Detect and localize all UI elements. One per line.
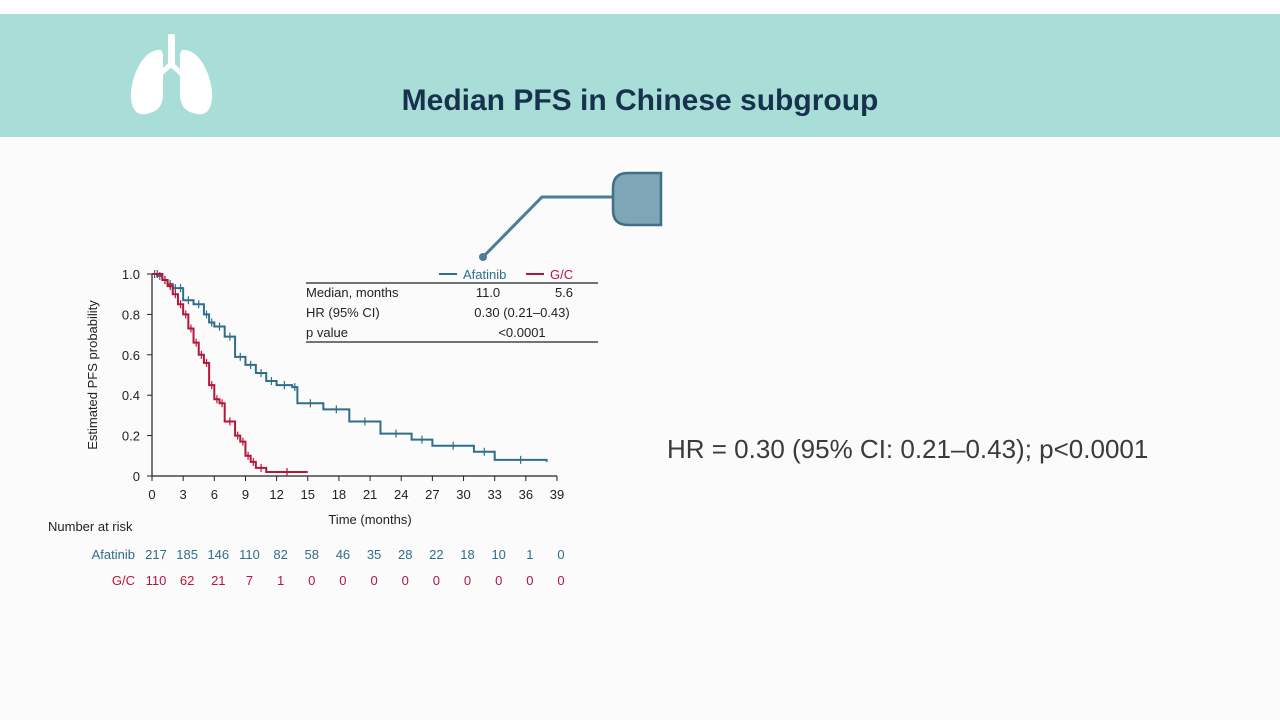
x-tick-label: 18 [332,487,346,502]
stats-row-label: HR (95% CI) [306,305,380,320]
x-tick-label: 21 [363,487,377,502]
risk-value: 62 [179,573,195,588]
km-curve-afatinib [152,273,548,462]
lungs-icon [130,34,213,115]
x-tick-label: 39 [550,487,564,502]
risk-value: 0 [495,573,503,588]
x-tick-label: 9 [242,487,249,502]
x-tick-label: 24 [394,487,408,502]
risk-row-label: Afatinib [91,547,135,562]
p-value: <0.0001 [498,325,545,340]
legend: Afatinib G/C [439,267,573,282]
stats-row-label: p value [306,325,348,340]
risk-value: 28 [397,547,413,562]
risk-value: 0 [401,573,409,588]
top-strip [0,0,1280,14]
median-afatinib: 11.0 [476,285,500,300]
y-tick-label: 1.0 [122,267,140,282]
risk-value: 35 [366,547,382,562]
y-tick-label: 0 [133,469,140,484]
median-gc: 5.6 [555,285,573,300]
risk-value: 0 [308,573,316,588]
risk-value: 0 [526,573,534,588]
x-tick-label: 30 [456,487,470,502]
risk-row-label: G/C [111,573,135,588]
x-tick-label: 0 [148,487,155,502]
header-banner: Median PFS in Chinese subgroup [0,14,1280,137]
hr-value: 0.30 (0.21–0.43) [474,305,569,320]
km-curve-gc [152,273,308,473]
risk-value: 7 [245,573,254,588]
risk-value: 0 [557,573,565,588]
risk-value: 110 [145,573,167,588]
x-tick-label: 15 [301,487,315,502]
page-title: Median PFS in Chinese subgroup [401,84,879,117]
risk-value: 22 [429,547,444,562]
x-tick-label: 3 [180,487,187,502]
y-axis-label: Estimated PFS probability [85,300,100,450]
y-tick-label: 0.4 [122,388,140,403]
x-tick-label: 6 [211,487,218,502]
risk-value: 110 [239,547,260,562]
risk-value: 217 [145,547,167,562]
y-tick-label: 0.8 [122,307,140,322]
legend-label-afatinib: Afatinib [463,267,506,282]
hr-summary: HR = 0.30 (95% CI: 0.21–0.43); p<0.0001 [667,434,1149,464]
risk-value: 146 [207,547,230,562]
legend-label-gc: G/C [550,267,573,282]
risk-value: 0 [557,547,565,562]
risk-value: 185 [176,547,198,562]
risk-value: 46 [335,547,351,562]
risk-value: 0 [370,573,378,588]
risk-value: 21 [211,573,226,588]
risk-value: 58 [304,547,319,562]
risk-table-title: Number at risk [48,519,133,534]
y-tick-label: 0.2 [122,429,140,444]
risk-value: 82 [273,547,288,562]
y-tick-label: 0.6 [122,348,140,363]
x-axis-label: Time (months) [328,512,411,527]
x-tick-label: 12 [269,487,283,502]
x-tick-label: 33 [487,487,501,502]
risk-value: 0 [339,573,347,588]
risk-value: 0 [432,573,440,588]
stats-row-label: Median, months [306,285,399,300]
risk-value: 18 [460,547,475,562]
x-tick-label: 36 [519,487,533,502]
risk-value: 10 [491,547,506,562]
risk-value: 1 [526,547,534,562]
risk-value: 1 [276,573,285,588]
x-tick-label: 27 [425,487,439,502]
stats-table: Median, months 11.0 5.6 HR (95% CI) 0.30… [306,282,598,343]
risk-value: 0 [463,573,472,588]
